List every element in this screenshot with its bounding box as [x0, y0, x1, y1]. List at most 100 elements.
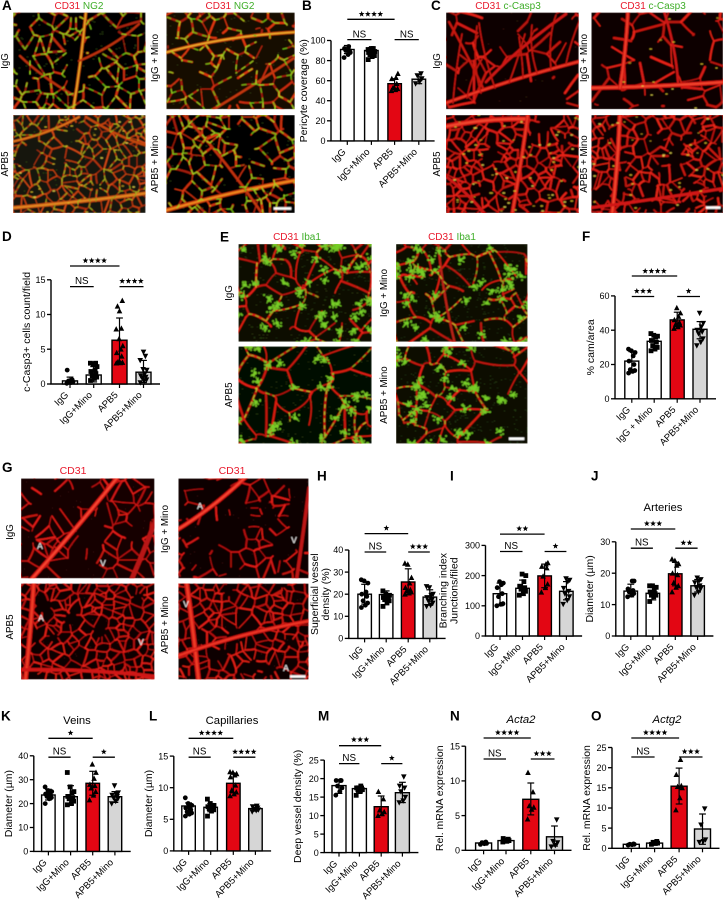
- svg-text:0: 0: [455, 846, 460, 856]
- svg-text:D: D: [2, 229, 12, 244]
- svg-text:20: 20: [596, 763, 606, 773]
- svg-text:40: 40: [599, 325, 609, 335]
- svg-text:CD31: CD31: [219, 465, 246, 477]
- svg-text:0: 0: [338, 634, 343, 644]
- svg-text:10: 10: [600, 600, 610, 610]
- svg-text:CD31 NG2: CD31 NG2: [206, 1, 255, 12]
- svg-text:CD31 Iba1: CD31 Iba1: [428, 232, 476, 243]
- svg-text:IgG: IgG: [5, 524, 16, 540]
- svg-text:IgG: IgG: [224, 285, 235, 301]
- svg-text:60: 60: [315, 76, 325, 86]
- svg-text:0: 0: [475, 631, 480, 641]
- svg-text:10: 10: [450, 776, 460, 786]
- svg-text:NS: NS: [75, 276, 89, 287]
- svg-text:0: 0: [605, 631, 610, 641]
- svg-text:0: 0: [320, 136, 325, 146]
- svg-text:CD31 c-Casp3: CD31 c-Casp3: [475, 1, 541, 12]
- svg-text:Arteries: Arteries: [644, 502, 683, 514]
- svg-text:5: 5: [455, 811, 460, 821]
- svg-text:IgG + Mino: IgG + Mino: [160, 504, 171, 553]
- svg-text:40: 40: [333, 545, 343, 555]
- svg-text:10: 10: [596, 803, 606, 813]
- svg-text:Pericyte coverage (%): Pericyte coverage (%): [298, 39, 310, 142]
- svg-text:Diameter (µm): Diameter (µm): [584, 555, 596, 622]
- svg-text:APB5 + Mino: APB5 + Mino: [160, 596, 171, 654]
- svg-text:20: 20: [18, 799, 28, 809]
- svg-text:5: 5: [40, 344, 45, 354]
- svg-text:Acta2: Acta2: [506, 714, 537, 726]
- svg-text:Junctions/filed: Junctions/filed: [449, 557, 461, 624]
- svg-text:20: 20: [315, 116, 325, 126]
- svg-text:A: A: [2, 0, 12, 13]
- svg-text:15: 15: [450, 741, 460, 751]
- svg-text:30: 30: [333, 567, 343, 577]
- svg-text:CD31 c-Casp3: CD31 c-Casp3: [620, 1, 686, 12]
- svg-text:density (%): density (%): [320, 568, 332, 621]
- svg-text:Deep vessel density (%): Deep vessel density (%): [292, 750, 304, 863]
- svg-text:20: 20: [599, 360, 609, 370]
- svg-text:0: 0: [23, 847, 28, 857]
- svg-text:IgG + Mino: IgG + Mino: [150, 33, 161, 82]
- svg-text:300: 300: [465, 541, 480, 551]
- svg-text:100: 100: [465, 601, 480, 611]
- svg-text:10: 10: [309, 811, 319, 821]
- svg-text:15: 15: [596, 783, 606, 793]
- svg-text:Rel. mRNA expression: Rel. mRNA expression: [581, 745, 593, 851]
- svg-text:10: 10: [333, 612, 343, 622]
- svg-text:Diameter (µm): Diameter (µm): [3, 770, 15, 837]
- svg-text:APB5: APB5: [0, 151, 11, 177]
- svg-text:0: 0: [601, 844, 606, 854]
- svg-text:G: G: [2, 460, 13, 475]
- svg-text:APB5 + Mino: APB5 + Mino: [579, 135, 590, 193]
- svg-text:Rel. mRNA expression: Rel. mRNA expression: [434, 745, 446, 851]
- svg-text:APB5 + Mino: APB5 + Mino: [150, 135, 161, 193]
- svg-text:60: 60: [599, 291, 609, 301]
- svg-text:5: 5: [314, 829, 319, 839]
- svg-text:Capillaries: Capillaries: [206, 715, 259, 727]
- svg-text:E: E: [220, 230, 229, 245]
- svg-text:NS: NS: [488, 749, 502, 760]
- svg-text:CD31: CD31: [60, 465, 87, 477]
- svg-text:IgG + Mino: IgG + Mino: [579, 33, 590, 82]
- svg-text:NS: NS: [193, 747, 207, 758]
- svg-text:5: 5: [601, 823, 606, 833]
- svg-text:CD31 Iba1: CD31 Iba1: [273, 232, 321, 243]
- svg-text:APB5: APB5: [432, 151, 443, 177]
- svg-text:10: 10: [18, 823, 28, 833]
- svg-text:NS: NS: [636, 747, 650, 758]
- svg-text:15: 15: [158, 751, 168, 761]
- svg-text:80: 80: [315, 56, 325, 66]
- svg-text:25: 25: [309, 755, 319, 765]
- svg-text:200: 200: [465, 571, 480, 581]
- svg-text:F: F: [582, 229, 590, 244]
- svg-text:15: 15: [35, 275, 45, 285]
- svg-text:100: 100: [310, 36, 325, 46]
- svg-text:30: 30: [18, 775, 28, 785]
- svg-text:30: 30: [600, 537, 610, 547]
- svg-text:M: M: [318, 709, 329, 724]
- svg-text:% cam/area: % cam/area: [585, 319, 597, 375]
- svg-text:V: V: [291, 535, 297, 545]
- svg-text:L: L: [149, 709, 157, 724]
- svg-text:H: H: [317, 469, 327, 484]
- svg-text:0: 0: [163, 846, 168, 856]
- svg-text:O: O: [591, 709, 602, 724]
- svg-text:10: 10: [35, 310, 45, 320]
- svg-text:NS: NS: [342, 753, 356, 764]
- svg-text:0: 0: [40, 379, 45, 389]
- svg-text:Diameter (µm): Diameter (µm): [143, 770, 155, 837]
- svg-text:10: 10: [158, 783, 168, 793]
- svg-text:15: 15: [309, 792, 319, 802]
- svg-text:20: 20: [333, 589, 343, 599]
- svg-text:A: A: [283, 663, 289, 673]
- svg-text:NS: NS: [53, 747, 67, 758]
- svg-text:25: 25: [596, 743, 606, 753]
- svg-text:IgG + Mino: IgG + Mino: [379, 268, 390, 317]
- svg-text:IgG: IgG: [432, 53, 443, 69]
- svg-text:Veins: Veins: [63, 715, 91, 727]
- svg-text:c-Casp3+ cells count/field: c-Casp3+ cells count/field: [21, 272, 33, 392]
- svg-text:NS: NS: [353, 30, 367, 41]
- svg-text:Actg2: Actg2: [652, 714, 683, 726]
- svg-text:A: A: [37, 541, 43, 551]
- svg-text:Branching index: Branching index: [438, 552, 450, 628]
